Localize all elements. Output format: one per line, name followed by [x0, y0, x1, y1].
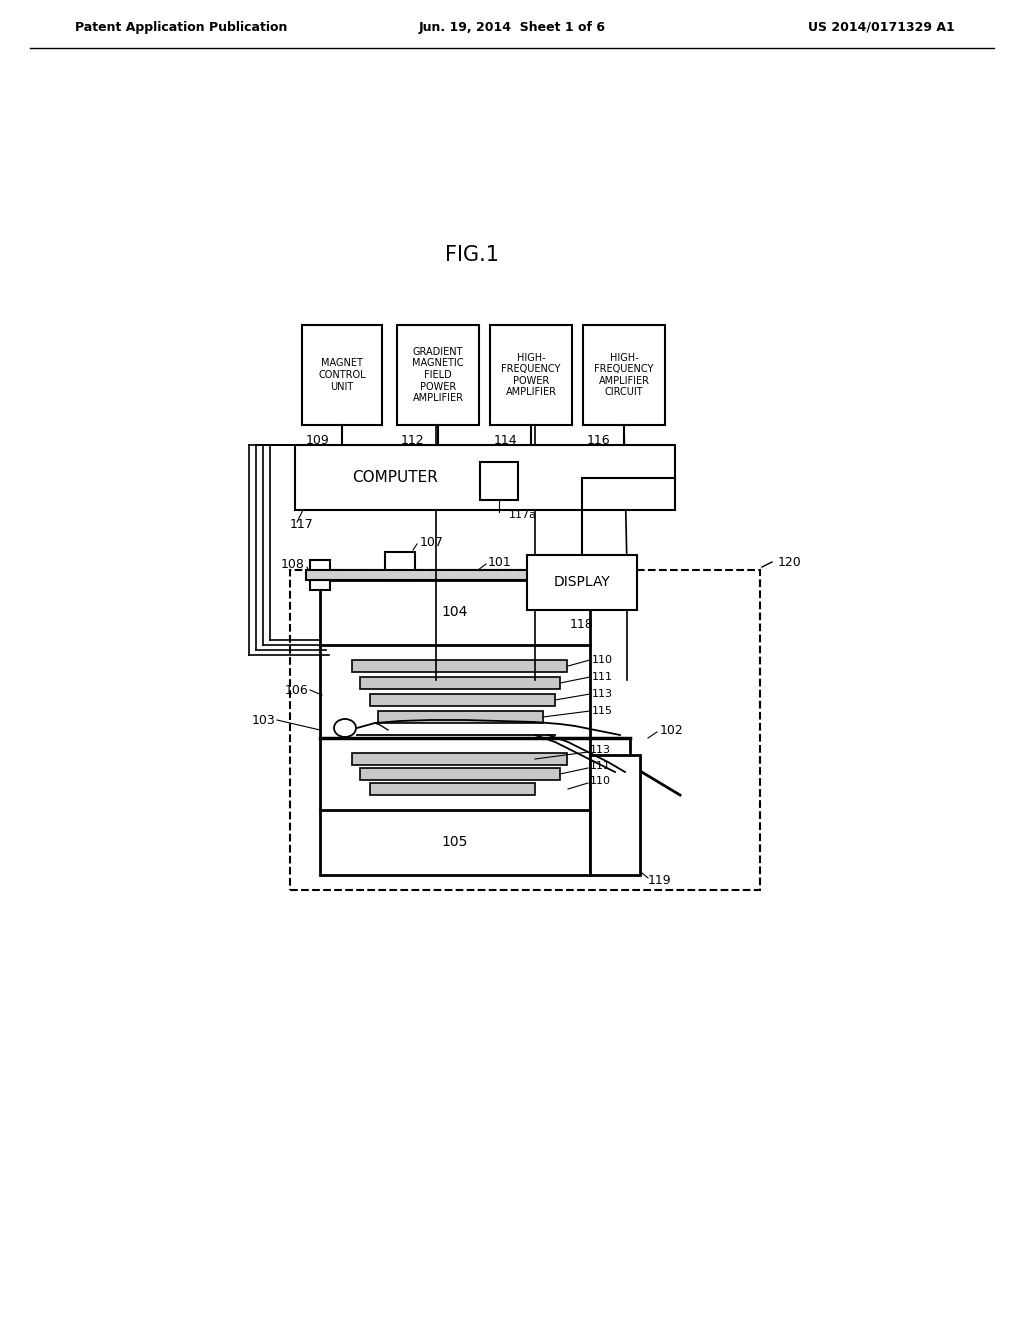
Bar [480, 462, 518, 500]
Bar [352, 660, 567, 672]
Text: HIGH-
FREQUENCY
AMPLIFIER
CIRCUIT: HIGH- FREQUENCY AMPLIFIER CIRCUIT [594, 352, 653, 397]
Text: 108: 108 [282, 558, 305, 572]
Text: 113: 113 [590, 744, 611, 755]
Text: 114: 114 [494, 433, 517, 446]
Text: 104: 104 [441, 606, 468, 619]
Text: 105: 105 [441, 836, 468, 850]
Bar [319, 810, 590, 875]
Bar [385, 552, 415, 579]
Text: 115: 115 [592, 706, 613, 715]
Text: 118: 118 [570, 619, 594, 631]
Text: 116: 116 [587, 433, 610, 446]
Bar [490, 325, 572, 425]
Text: 120: 120 [778, 556, 802, 569]
Bar [397, 325, 479, 425]
Bar [360, 768, 560, 780]
Bar [306, 570, 611, 579]
Text: FIG.1: FIG.1 [445, 246, 499, 265]
Text: US 2014/0171329 A1: US 2014/0171329 A1 [808, 21, 955, 33]
Text: 117a: 117a [509, 510, 537, 520]
Text: Patent Application Publication: Patent Application Publication [75, 21, 288, 33]
Bar [295, 445, 675, 510]
Text: 113: 113 [592, 689, 613, 700]
Text: 111: 111 [592, 672, 613, 682]
Text: 111: 111 [590, 762, 611, 771]
Text: 110: 110 [592, 655, 613, 665]
Text: 119: 119 [648, 874, 672, 887]
Text: 112: 112 [401, 433, 425, 446]
Text: 102: 102 [660, 723, 684, 737]
Bar [302, 325, 382, 425]
Bar [378, 711, 543, 723]
Bar [290, 570, 760, 890]
Text: HIGH-
FREQUENCY
POWER
AMPLIFIER: HIGH- FREQUENCY POWER AMPLIFIER [502, 352, 561, 397]
Text: 110: 110 [590, 776, 611, 785]
Bar [370, 783, 535, 795]
Bar [310, 560, 330, 590]
Text: 103: 103 [251, 714, 275, 726]
Text: 109: 109 [306, 433, 330, 446]
Bar [527, 554, 637, 610]
Text: Jun. 19, 2014  Sheet 1 of 6: Jun. 19, 2014 Sheet 1 of 6 [419, 21, 605, 33]
Text: GRADIENT
MAGNETIC
FIELD
POWER
AMPLIFIER: GRADIENT MAGNETIC FIELD POWER AMPLIFIER [413, 347, 464, 403]
Text: DISPLAY: DISPLAY [554, 576, 610, 590]
Bar [583, 325, 665, 425]
Bar [319, 579, 590, 645]
Text: COMPUTER: COMPUTER [352, 470, 438, 484]
Text: 117: 117 [290, 519, 313, 532]
Bar [352, 752, 567, 766]
Text: 106: 106 [285, 684, 308, 697]
Bar [370, 694, 555, 706]
Text: 107: 107 [420, 536, 443, 549]
Bar [360, 677, 560, 689]
Bar [590, 755, 640, 875]
Text: MAGNET
CONTROL
UNIT: MAGNET CONTROL UNIT [318, 359, 366, 392]
Text: 101: 101 [488, 557, 512, 569]
